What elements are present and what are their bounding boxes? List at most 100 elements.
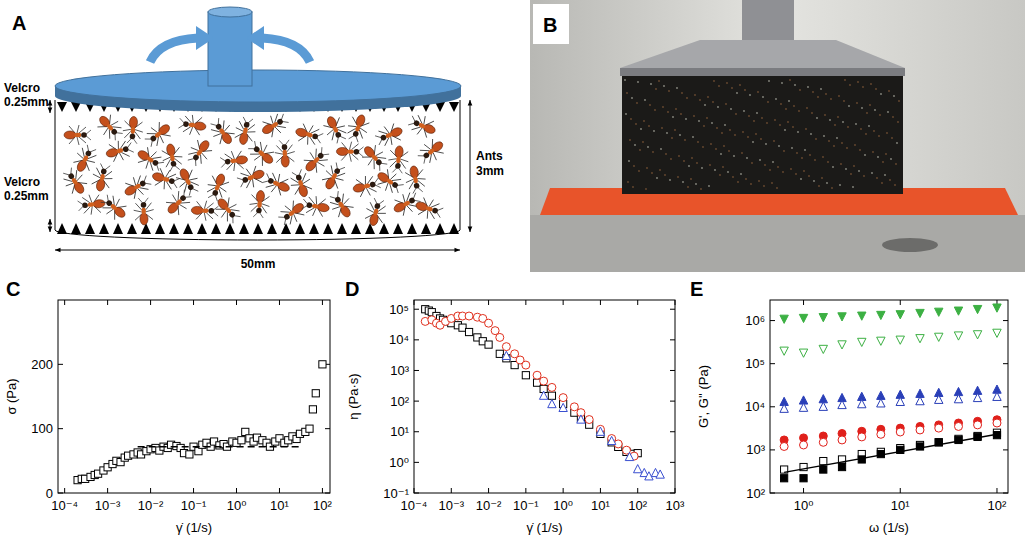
plot-frame [58,300,330,493]
photo-speck [756,112,758,114]
ant-head [152,159,160,167]
data-point [548,392,555,399]
ant-head [228,211,236,219]
panel-letter: E [690,278,703,300]
photo-speck [881,182,883,184]
photo-speck [662,106,664,108]
photo-speck [704,104,706,106]
photo-speck [668,90,670,92]
photo-speck [856,102,858,104]
photo-speck [634,144,636,146]
ant-thorax [373,208,379,216]
ant-abdomen [369,213,380,227]
ant-head [170,160,177,167]
ant-head [85,150,93,158]
photo-speck [779,124,781,126]
ant [415,135,449,167]
ant-head [256,207,262,213]
velcro-hook [57,102,67,112]
x-tick [279,488,280,493]
data-point [577,415,585,423]
x-tick [107,488,108,493]
velcro-hook [323,223,333,234]
photo-speck [831,187,833,189]
ant-leg [191,115,194,123]
photo-speck [752,141,754,143]
y-tick-label: 10⁰ [389,455,409,470]
velcro-label: Velcro [4,175,40,189]
photo-speck [698,120,700,122]
ant-head [395,163,401,169]
ant-leg [417,177,425,180]
photo-speck [862,86,864,88]
photo-speck [880,93,882,95]
photo-speck [625,113,627,115]
ant-thorax [347,149,354,154]
photo-speck [882,161,884,163]
data-point [935,308,943,316]
x-tick [279,300,280,305]
photo-speck [674,129,676,131]
photo-speck [796,152,798,154]
ant-head [212,189,219,196]
photo-speck [827,161,829,163]
ant-leg [171,195,178,202]
photo-speck [749,94,751,96]
data-point [877,311,885,319]
photo-speck [830,98,832,100]
ant [93,110,126,143]
y-tick-label: 10⁵ [745,356,765,371]
ant-leg [87,159,95,165]
ant-leg [76,153,84,159]
ant-head [306,202,312,208]
y-axis-title: η (Pa·s) [346,373,361,419]
photo-speck [859,149,861,151]
velcro-hook [295,223,305,234]
ant-abdomen [352,183,366,194]
ant-thorax [363,183,371,189]
ant [233,116,258,147]
photo-speck [661,127,663,129]
data-point [973,305,981,313]
x-tick [525,300,526,305]
data-point [799,314,807,322]
photo-speck [784,129,786,131]
velcro-hook [211,223,221,234]
photo-speck [695,183,697,185]
ant-leg [309,152,316,159]
photo-speck [724,124,726,126]
data-point [974,421,982,429]
ant-leg [201,153,209,159]
photo-speck [885,153,887,155]
ant-leg [123,129,131,132]
ant-head [276,118,284,126]
ant-leg [246,168,251,176]
photo-speck [840,163,842,165]
photo-speck [753,120,755,122]
y-tick-label: 10³ [746,442,765,457]
photo-speck [865,133,867,135]
ant [373,121,406,150]
ant-thorax [100,173,106,181]
y-tick [1003,449,1008,450]
photo-speck [628,160,630,162]
photo-speck [829,119,831,121]
photo-speck [861,107,863,109]
photo-speck [870,83,872,85]
photo-speck [816,117,818,119]
data-point [993,392,1001,400]
x-tick [414,300,415,305]
ant-leg [79,127,86,133]
ant-leg [285,205,291,213]
series-line [784,434,997,472]
data-point [896,336,904,344]
ant-abdomen [298,184,309,198]
y-tick [58,428,63,429]
data-point [916,426,924,434]
panel-b: B [530,0,1025,272]
ant-abdomen [251,169,265,181]
ant-abdomen [336,147,348,155]
width-label: 50mm [241,257,276,271]
x-tick [150,300,151,305]
ant-leg [144,161,150,169]
